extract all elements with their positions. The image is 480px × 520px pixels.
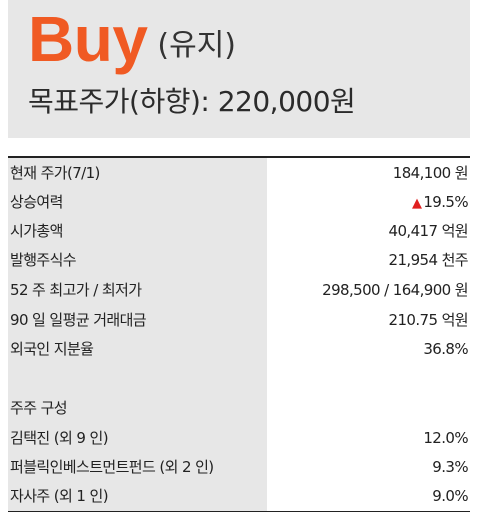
shareholder-value: 9.3%: [432, 458, 468, 476]
stat-value: 210.75 억원: [388, 311, 469, 329]
stat-value: 40,417 억원: [388, 222, 469, 240]
up-arrow-icon: ▲: [411, 196, 422, 211]
target-price: 목표주가(하향): 220,000원: [28, 85, 356, 118]
stat-row-52w-range: 52 주 최고가 / 최저가 298,500 / 164,900 원: [8, 276, 470, 304]
shareholder-label: 퍼블릭인베스트먼트펀드 (외 2 인): [10, 458, 214, 476]
stat-row-current-price: 현재 주가(7/1) 184,100 원: [8, 159, 470, 187]
shareholder-row: 자사주 (외 1 인) 9.0%: [8, 482, 470, 510]
stat-label: 외국인 지분율: [10, 340, 94, 358]
stat-row-market-cap: 시가총액 40,417 억원: [8, 217, 470, 245]
stat-row-shares-outstanding: 발행주식수 21,954 천주: [8, 246, 470, 274]
stat-row-foreign-ownership: 외국인 지분율 36.8%: [8, 335, 470, 363]
shareholder-row: 김택진 (외 9 인) 12.0%: [8, 424, 470, 452]
stock-info-table: 현재 주가(7/1) 184,100 원 상승여력 ▲ 19.5% 시가총액 40…: [8, 156, 470, 512]
rating-text: Buy: [28, 3, 148, 75]
stat-label: 발행주식수: [10, 251, 77, 269]
stat-label: 시가총액: [10, 222, 63, 240]
stat-value: 19.5%: [423, 193, 468, 211]
stat-value: 298,500 / 164,900 원: [322, 281, 468, 299]
stat-value: 36.8%: [423, 340, 468, 358]
stat-label: 상승여력: [10, 193, 63, 211]
shareholder-value: 12.0%: [423, 429, 468, 447]
shareholders-title-row: 주주 구성: [8, 394, 470, 422]
shareholder-row: 퍼블릭인베스트먼트펀드 (외 2 인) 9.3%: [8, 453, 470, 481]
shareholder-label: 김택진 (외 9 인): [10, 429, 109, 447]
rating-header: Buy (유지) 목표주가(하향): 220,000원: [8, 0, 470, 138]
shareholder-value: 9.0%: [432, 487, 468, 505]
shareholder-label: 자사주 (외 1 인): [10, 487, 109, 505]
shareholders-title: 주주 구성: [10, 399, 68, 417]
rating-status: (유지): [157, 28, 237, 63]
rating-line: Buy (유지): [28, 4, 236, 74]
stat-row-upside: 상승여력 ▲ 19.5%: [8, 188, 470, 216]
stat-value: 184,100 원: [392, 164, 469, 182]
stat-label: 52 주 최고가 / 최저가: [10, 281, 142, 299]
stat-label: 90 일 일평균 거래대금: [10, 311, 147, 329]
stat-row-avg-volume: 90 일 일평균 거래대금 210.75 억원: [8, 306, 470, 334]
stat-value: 21,954 천주: [388, 251, 469, 269]
stat-value-wrap: ▲ 19.5%: [411, 188, 469, 218]
stat-label: 현재 주가(7/1): [10, 164, 100, 182]
